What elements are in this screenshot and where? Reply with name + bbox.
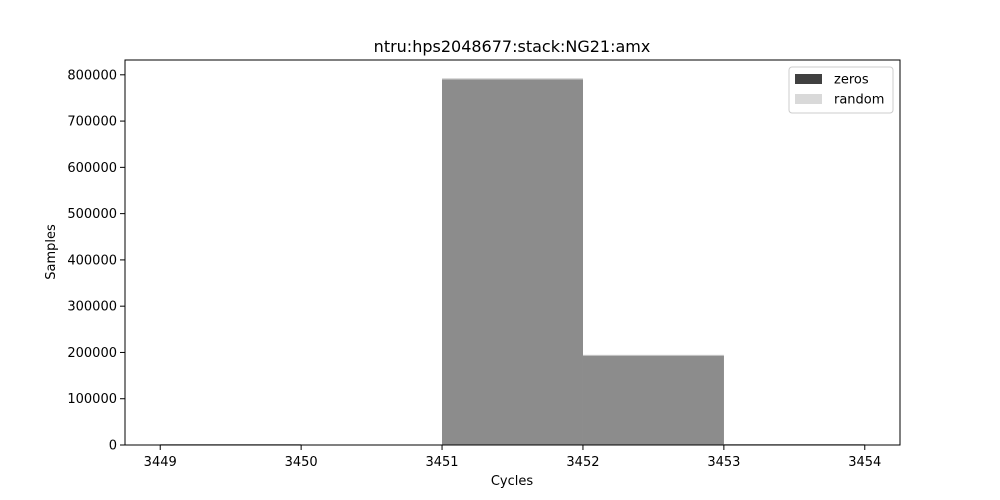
y-tick-label: 800000 (67, 68, 117, 83)
y-tick-label: 500000 (67, 207, 117, 222)
legend-label-random: random (834, 93, 884, 108)
x-tick-label: 3449 (144, 455, 177, 470)
x-tick-label: 3453 (707, 455, 740, 470)
plot-frame (124, 59, 901, 446)
y-tick-label: 0 (109, 439, 117, 454)
x-tick-label: 3450 (285, 455, 318, 470)
bars-group (160, 78, 865, 446)
x-tick-label: 3451 (425, 455, 458, 470)
y-tick-label: 300000 (67, 300, 117, 315)
bar-random-3 (582, 354, 724, 445)
x-axis: 3449 3450 3451 3452 3453 3454 (144, 445, 881, 470)
x-axis-label: Cycles (491, 474, 534, 489)
y-tick-label: 400000 (67, 253, 117, 268)
legend-swatch-random (795, 94, 822, 104)
y-tick-label: 700000 (67, 115, 117, 130)
bar-random-2 (442, 78, 583, 445)
legend-label-zeros: zeros (834, 73, 869, 88)
y-axis: 0 100000 200000 300000 400000 500000 600000 700… (67, 68, 125, 454)
y-tick-label: 200000 (67, 346, 117, 361)
y-tick-label: 600000 (67, 161, 117, 176)
y-axis-label: Samples (44, 224, 59, 280)
legend-swatch-zeros (795, 74, 822, 84)
x-tick-label: 3452 (566, 455, 599, 470)
x-tick-label: 3454 (848, 455, 881, 470)
chart-title: ntru:hps2048677:stack:NG21:amx (374, 37, 651, 56)
legend: zeros random (788, 66, 894, 114)
y-tick-label: 100000 (67, 392, 117, 407)
